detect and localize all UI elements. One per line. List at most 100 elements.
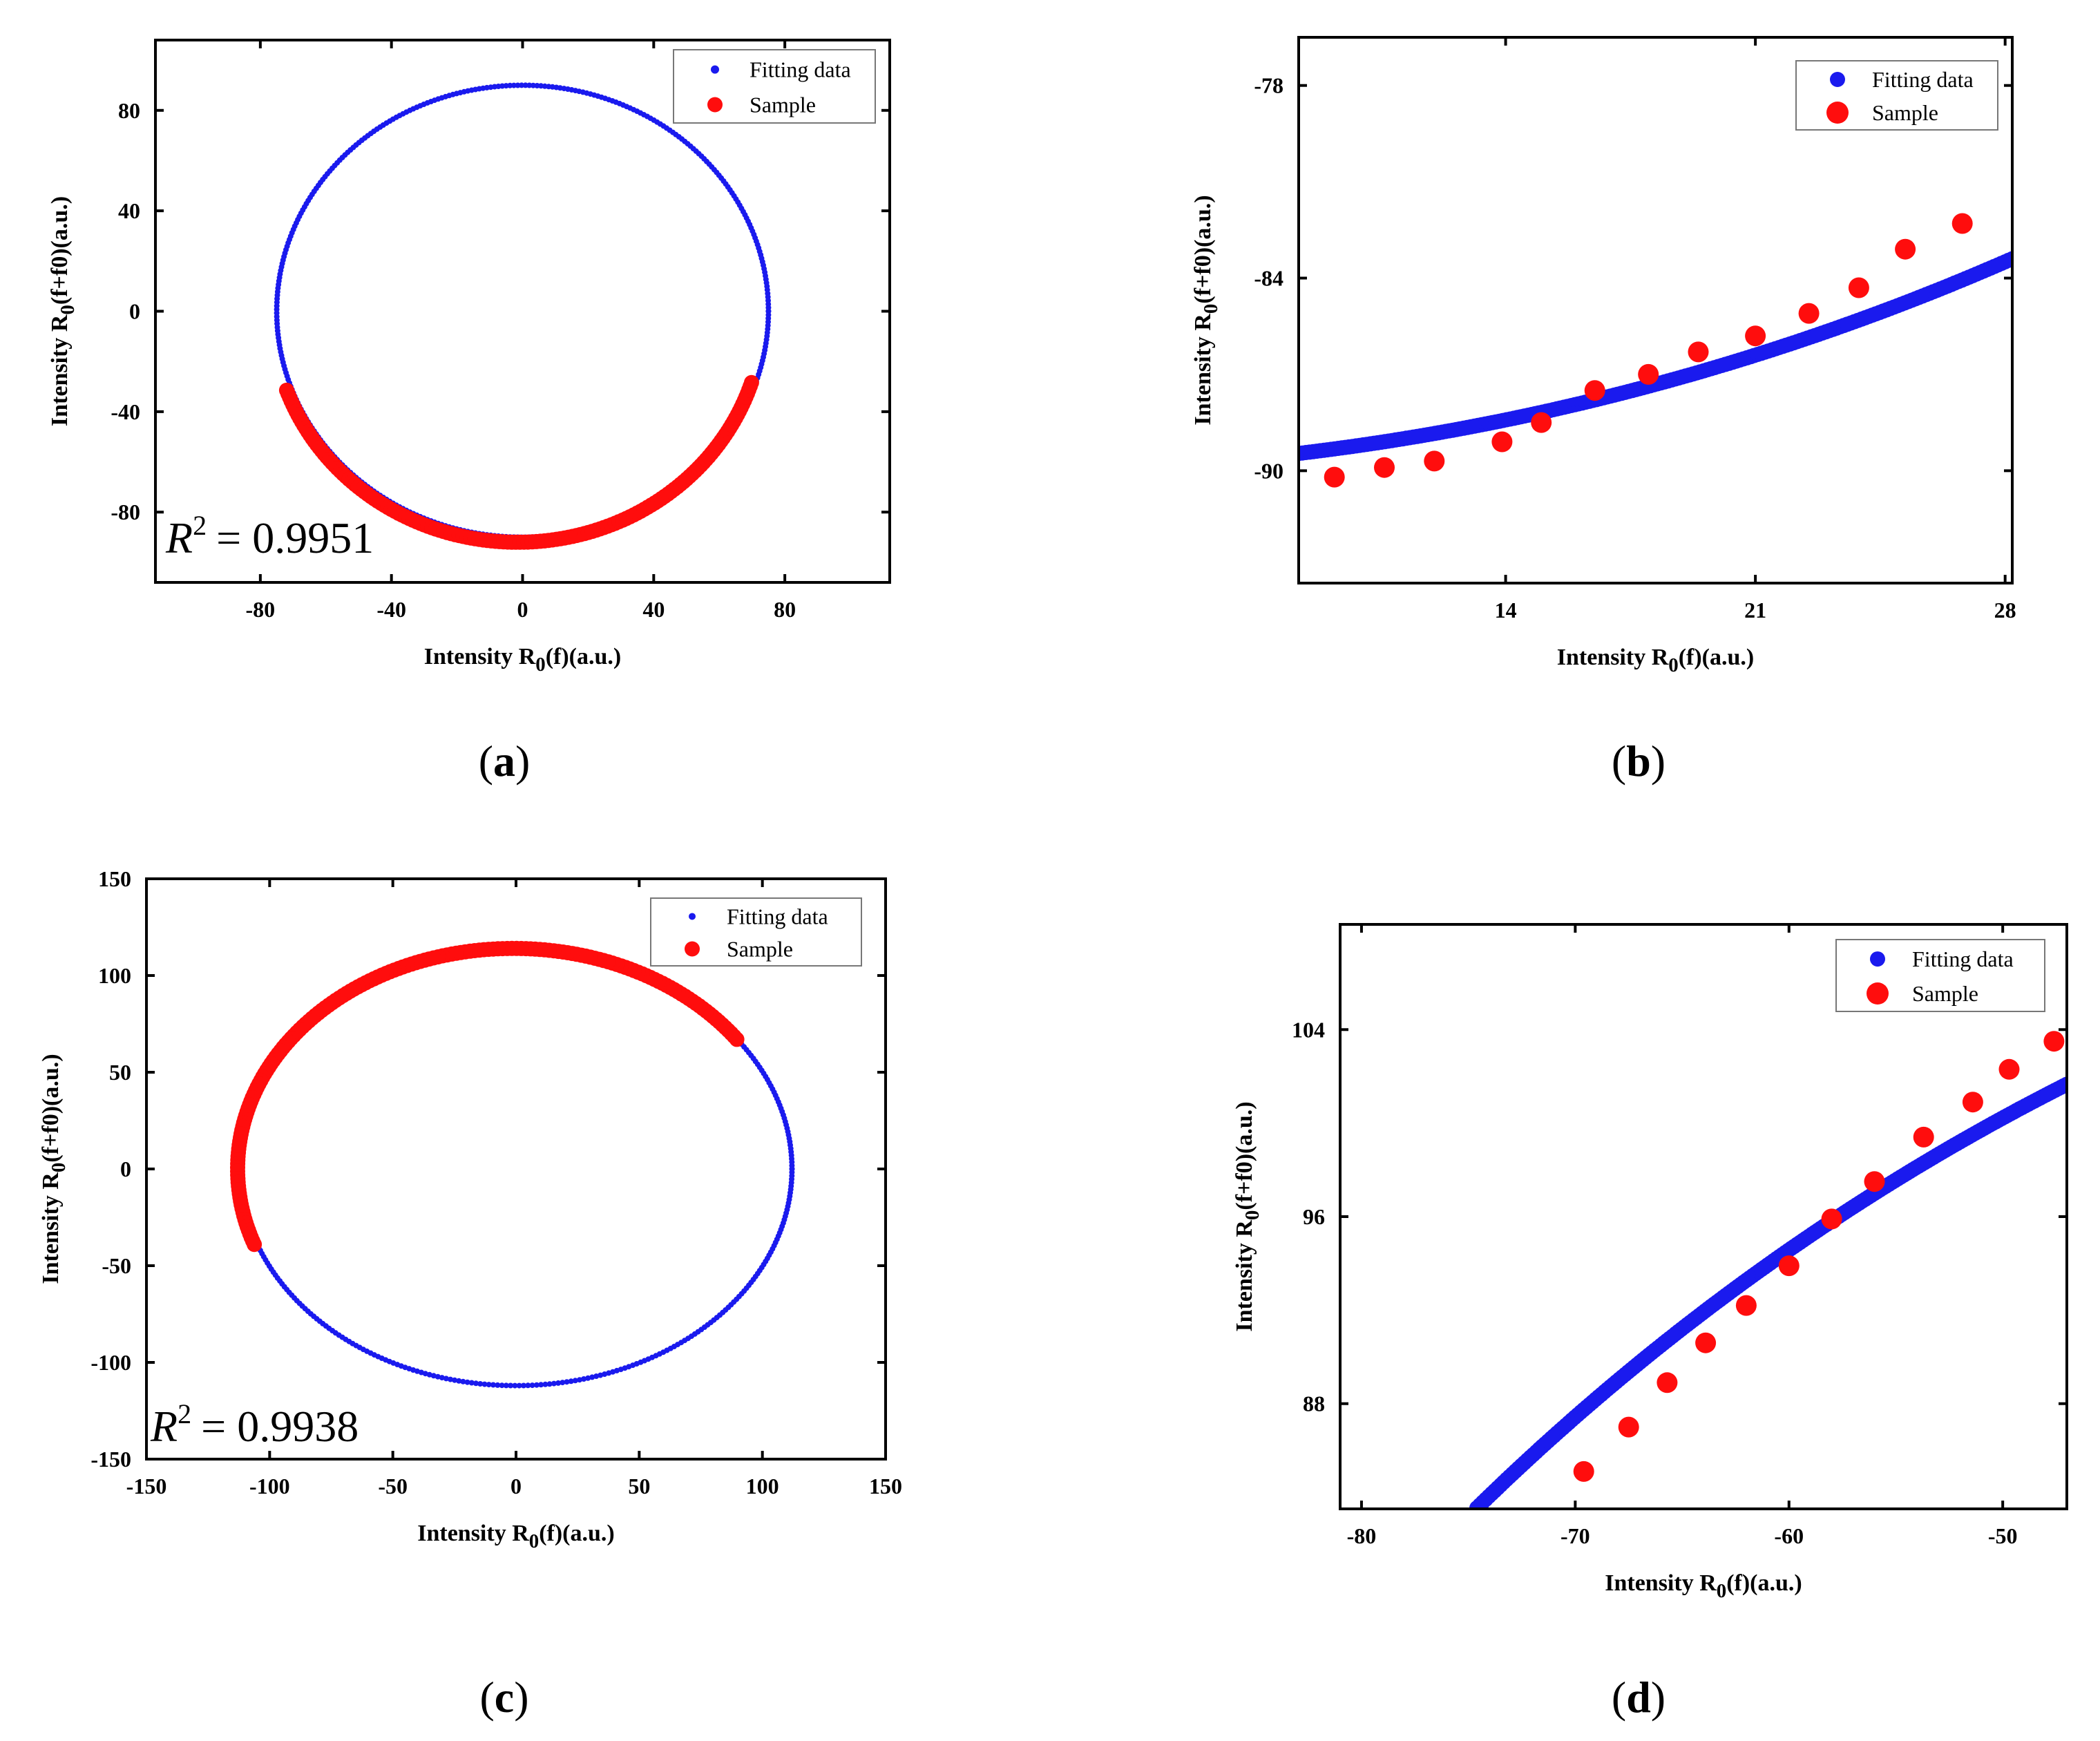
legend: Fitting data Sample (650, 897, 862, 967)
sample-point (1998, 1058, 2020, 1080)
panel-c: -150 -100 -50 0 50 100 150 -150 -100 -50 0 50 100 150… (38, 866, 902, 1722)
caption-letter: c (495, 1673, 514, 1722)
y-axis-title: Intensity R0(f+f0)(a.u.) (38, 1054, 70, 1284)
y-tick-label: -100 (90, 1350, 131, 1375)
fitting-data-point (564, 1379, 570, 1385)
legend-sample-marker (1826, 102, 1849, 124)
x-tick-label: -60 (1774, 1523, 1804, 1548)
y-tick-label: 40 (118, 198, 140, 223)
caption-letter: a (493, 736, 515, 786)
sample-point (1638, 363, 1659, 385)
fitting-data-point (503, 1382, 509, 1389)
fitting-data-point (529, 1382, 535, 1389)
fitting-data-point (499, 1382, 505, 1389)
fitting-data-point (443, 1376, 449, 1382)
x-tick-label: 21 (1744, 598, 1766, 622)
r2-symbol: R (165, 513, 193, 562)
axis-title-subscript: 0 (1200, 304, 1222, 314)
x-axis-title: Intensity R0(f)(a.u.) (1557, 645, 1755, 676)
sample-point (1695, 1332, 1717, 1353)
panel-caption: (a) (479, 736, 531, 786)
x-tick-label: 50 (628, 1474, 650, 1499)
y-tick-label: -90 (1254, 458, 1283, 483)
r-squared-annotation: R2 = 0.9951 (165, 510, 374, 562)
sample-point (1864, 1171, 1885, 1192)
caption-paren: ( (1612, 736, 1626, 786)
sample-point (1735, 1295, 1757, 1316)
fitting-data-point (2005, 251, 2012, 267)
sample-series (1573, 1031, 2065, 1482)
legend: Fitting data Sample (1835, 939, 2045, 1012)
plot-area (230, 940, 795, 1389)
fitting-data-point (560, 1380, 566, 1386)
sample-point (1491, 431, 1513, 453)
x-tick-label: -70 (1560, 1523, 1590, 1548)
y-axis-title: Intensity R0(f+f0)(a.u.) (47, 196, 79, 426)
axis-title-part: Intensity R (1190, 314, 1216, 426)
legend-label: Sample (727, 937, 793, 962)
sample-point (1798, 303, 1820, 324)
panel-caption: (c) (479, 1673, 528, 1722)
sample-point (1821, 1208, 1842, 1230)
plot-area (1299, 213, 2012, 488)
sample-point (1573, 1461, 1594, 1482)
legend-fit-marker (1830, 72, 1845, 87)
r2-exponent: 2 (193, 510, 207, 541)
legend-sample-marker (707, 97, 723, 113)
legend-label: Sample (750, 93, 816, 117)
axis-title-subscript: 0 (1717, 1580, 1726, 1602)
caption-paren: ( (1612, 1673, 1626, 1722)
r2-value: = 0.9951 (216, 513, 374, 562)
fitting-data-point (490, 1382, 496, 1388)
y-axis-title: Intensity R0(f+f0)(a.u.) (1190, 195, 1222, 425)
sample-point (247, 1237, 262, 1253)
fitting-data-point (572, 1378, 578, 1384)
axis-title-part: (f+f0)(a.u.) (1232, 1101, 1257, 1210)
fitting-data-point (585, 1375, 591, 1381)
y-tick-label: 150 (98, 866, 131, 891)
fitting-data-point (426, 1371, 432, 1378)
fitting-data-point (581, 1376, 587, 1382)
legend-label: Sample (1912, 981, 1978, 1006)
sample-point (1424, 450, 1445, 472)
x-tick-label: -80 (246, 597, 276, 622)
legend: Fitting data Sample (1795, 60, 1998, 131)
y-axis-title: Intensity R0(f+f0)(a.u.) (1232, 1101, 1263, 1331)
fitting-data-series (1299, 251, 2012, 462)
axis-title-part: (f+f0)(a.u.) (38, 1054, 64, 1162)
x-axis-title: Intensity R0(f)(a.u.) (424, 644, 622, 676)
sample-point (1962, 1092, 1983, 1113)
legend-label: Fitting data (750, 57, 851, 82)
sample-point (1584, 380, 1605, 401)
fitting-data-point (508, 1382, 514, 1389)
sample-point (1778, 1255, 1800, 1277)
fitting-data-point (512, 1382, 518, 1389)
x-tick-label: -150 (126, 1474, 167, 1499)
fitting-data-point (525, 1382, 531, 1389)
fitting-data-point (555, 1380, 562, 1386)
x-tick-label: 14 (1495, 598, 1517, 622)
y-tick-label: -80 (111, 500, 140, 524)
axis-title-part: Intensity R (1605, 1570, 1717, 1596)
axis-title-part: (f)(a.u.) (546, 644, 622, 669)
axis-title-part: Intensity R (38, 1172, 64, 1284)
sample-point (743, 374, 759, 390)
fitting-data-point (460, 1378, 466, 1385)
fitting-data-point (568, 1378, 574, 1385)
legend-box (650, 897, 862, 967)
legend-fit-marker (711, 65, 719, 74)
x-tick-label: 28 (1994, 598, 2016, 622)
legend-fit-marker (1870, 951, 1885, 967)
caption-letter: b (1626, 736, 1651, 786)
legend-fit-marker (689, 913, 696, 920)
sample-point (1848, 277, 1869, 298)
fitting-data-point (464, 1379, 470, 1385)
axis-title-part: (f+f0)(a.u.) (1190, 195, 1216, 303)
fitting-data-point (551, 1380, 557, 1387)
x-tick-label: 40 (642, 597, 665, 622)
fitting-data-point (533, 1382, 540, 1388)
legend-label: Fitting data (1912, 946, 2014, 971)
caption-paren: ( (479, 736, 493, 786)
